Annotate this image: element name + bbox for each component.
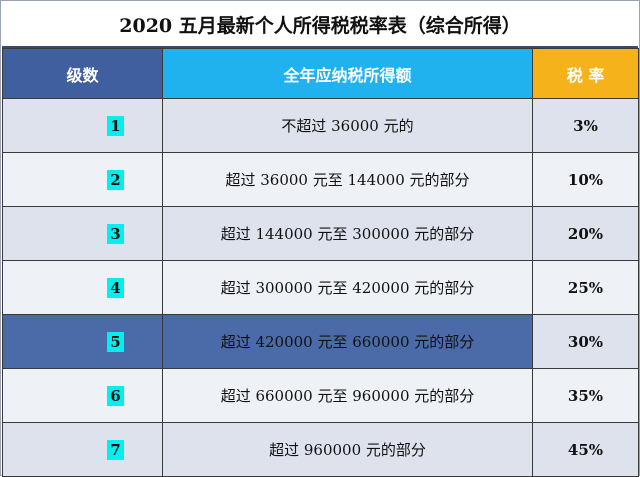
rate-cell: 25% xyxy=(532,260,639,315)
level-cell: 2 xyxy=(2,152,163,207)
table-row: 1 不超过 36000 元的 3% xyxy=(2,98,639,153)
level-number: 3 xyxy=(107,223,124,244)
level-cell: 6 xyxy=(2,368,163,423)
level-number: 7 xyxy=(107,439,124,460)
level-cell: 5 xyxy=(2,314,163,369)
level-number: 2 xyxy=(107,169,124,190)
rate-cell: 20% xyxy=(532,206,639,261)
range-cell: 超过 420000 元至 660000 元的部分 xyxy=(162,314,533,369)
table-row: 4 超过 300000 元至 420000 元的部分 25% xyxy=(2,260,639,315)
table-row-highlighted: 5 超过 420000 元至 660000 元的部分 30% xyxy=(2,314,639,369)
level-number: 4 xyxy=(107,277,124,298)
range-cell: 超过 300000 元至 420000 元的部分 xyxy=(162,260,533,315)
header-rate: 税 率 xyxy=(532,48,639,99)
tax-rate-table: 级数 全年应纳税所得额 税 率 1 不超过 36000 元的 3% 2 超过 3… xyxy=(2,48,639,477)
range-cell: 不超过 36000 元的 xyxy=(162,98,533,153)
range-cell: 超过 144000 元至 300000 元的部分 xyxy=(162,206,533,261)
level-cell: 1 xyxy=(2,98,163,153)
range-cell: 超过 960000 元的部分 xyxy=(162,422,533,477)
header-row: 级数 全年应纳税所得额 税 率 xyxy=(2,48,639,99)
rate-cell: 35% xyxy=(532,368,639,423)
level-cell: 4 xyxy=(2,260,163,315)
rate-cell: 30% xyxy=(532,314,639,369)
level-cell: 3 xyxy=(2,206,163,261)
rate-cell: 10% xyxy=(532,152,639,207)
level-number: 1 xyxy=(107,115,124,136)
table-row: 3 超过 144000 元至 300000 元的部分 20% xyxy=(2,206,639,261)
table-row: 7 超过 960000 元的部分 45% xyxy=(2,422,639,477)
table-title: 2020 五月最新个人所得税税率表（综合所得） xyxy=(2,2,638,48)
table-row: 6 超过 660000 元至 960000 元的部分 35% xyxy=(2,368,639,423)
level-cell: 7 xyxy=(2,422,163,477)
range-cell: 超过 660000 元至 960000 元的部分 xyxy=(162,368,533,423)
level-number: 5 xyxy=(107,331,124,352)
range-cell: 超过 36000 元至 144000 元的部分 xyxy=(162,152,533,207)
header-range: 全年应纳税所得额 xyxy=(162,48,533,99)
rate-cell: 45% xyxy=(532,422,639,477)
rate-cell: 3% xyxy=(532,98,639,153)
level-number: 6 xyxy=(107,385,124,406)
header-level: 级数 xyxy=(2,48,163,99)
table-row: 2 超过 36000 元至 144000 元的部分 10% xyxy=(2,152,639,207)
